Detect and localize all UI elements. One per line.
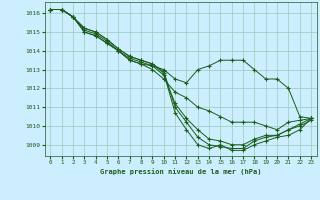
- X-axis label: Graphe pression niveau de la mer (hPa): Graphe pression niveau de la mer (hPa): [100, 168, 261, 175]
